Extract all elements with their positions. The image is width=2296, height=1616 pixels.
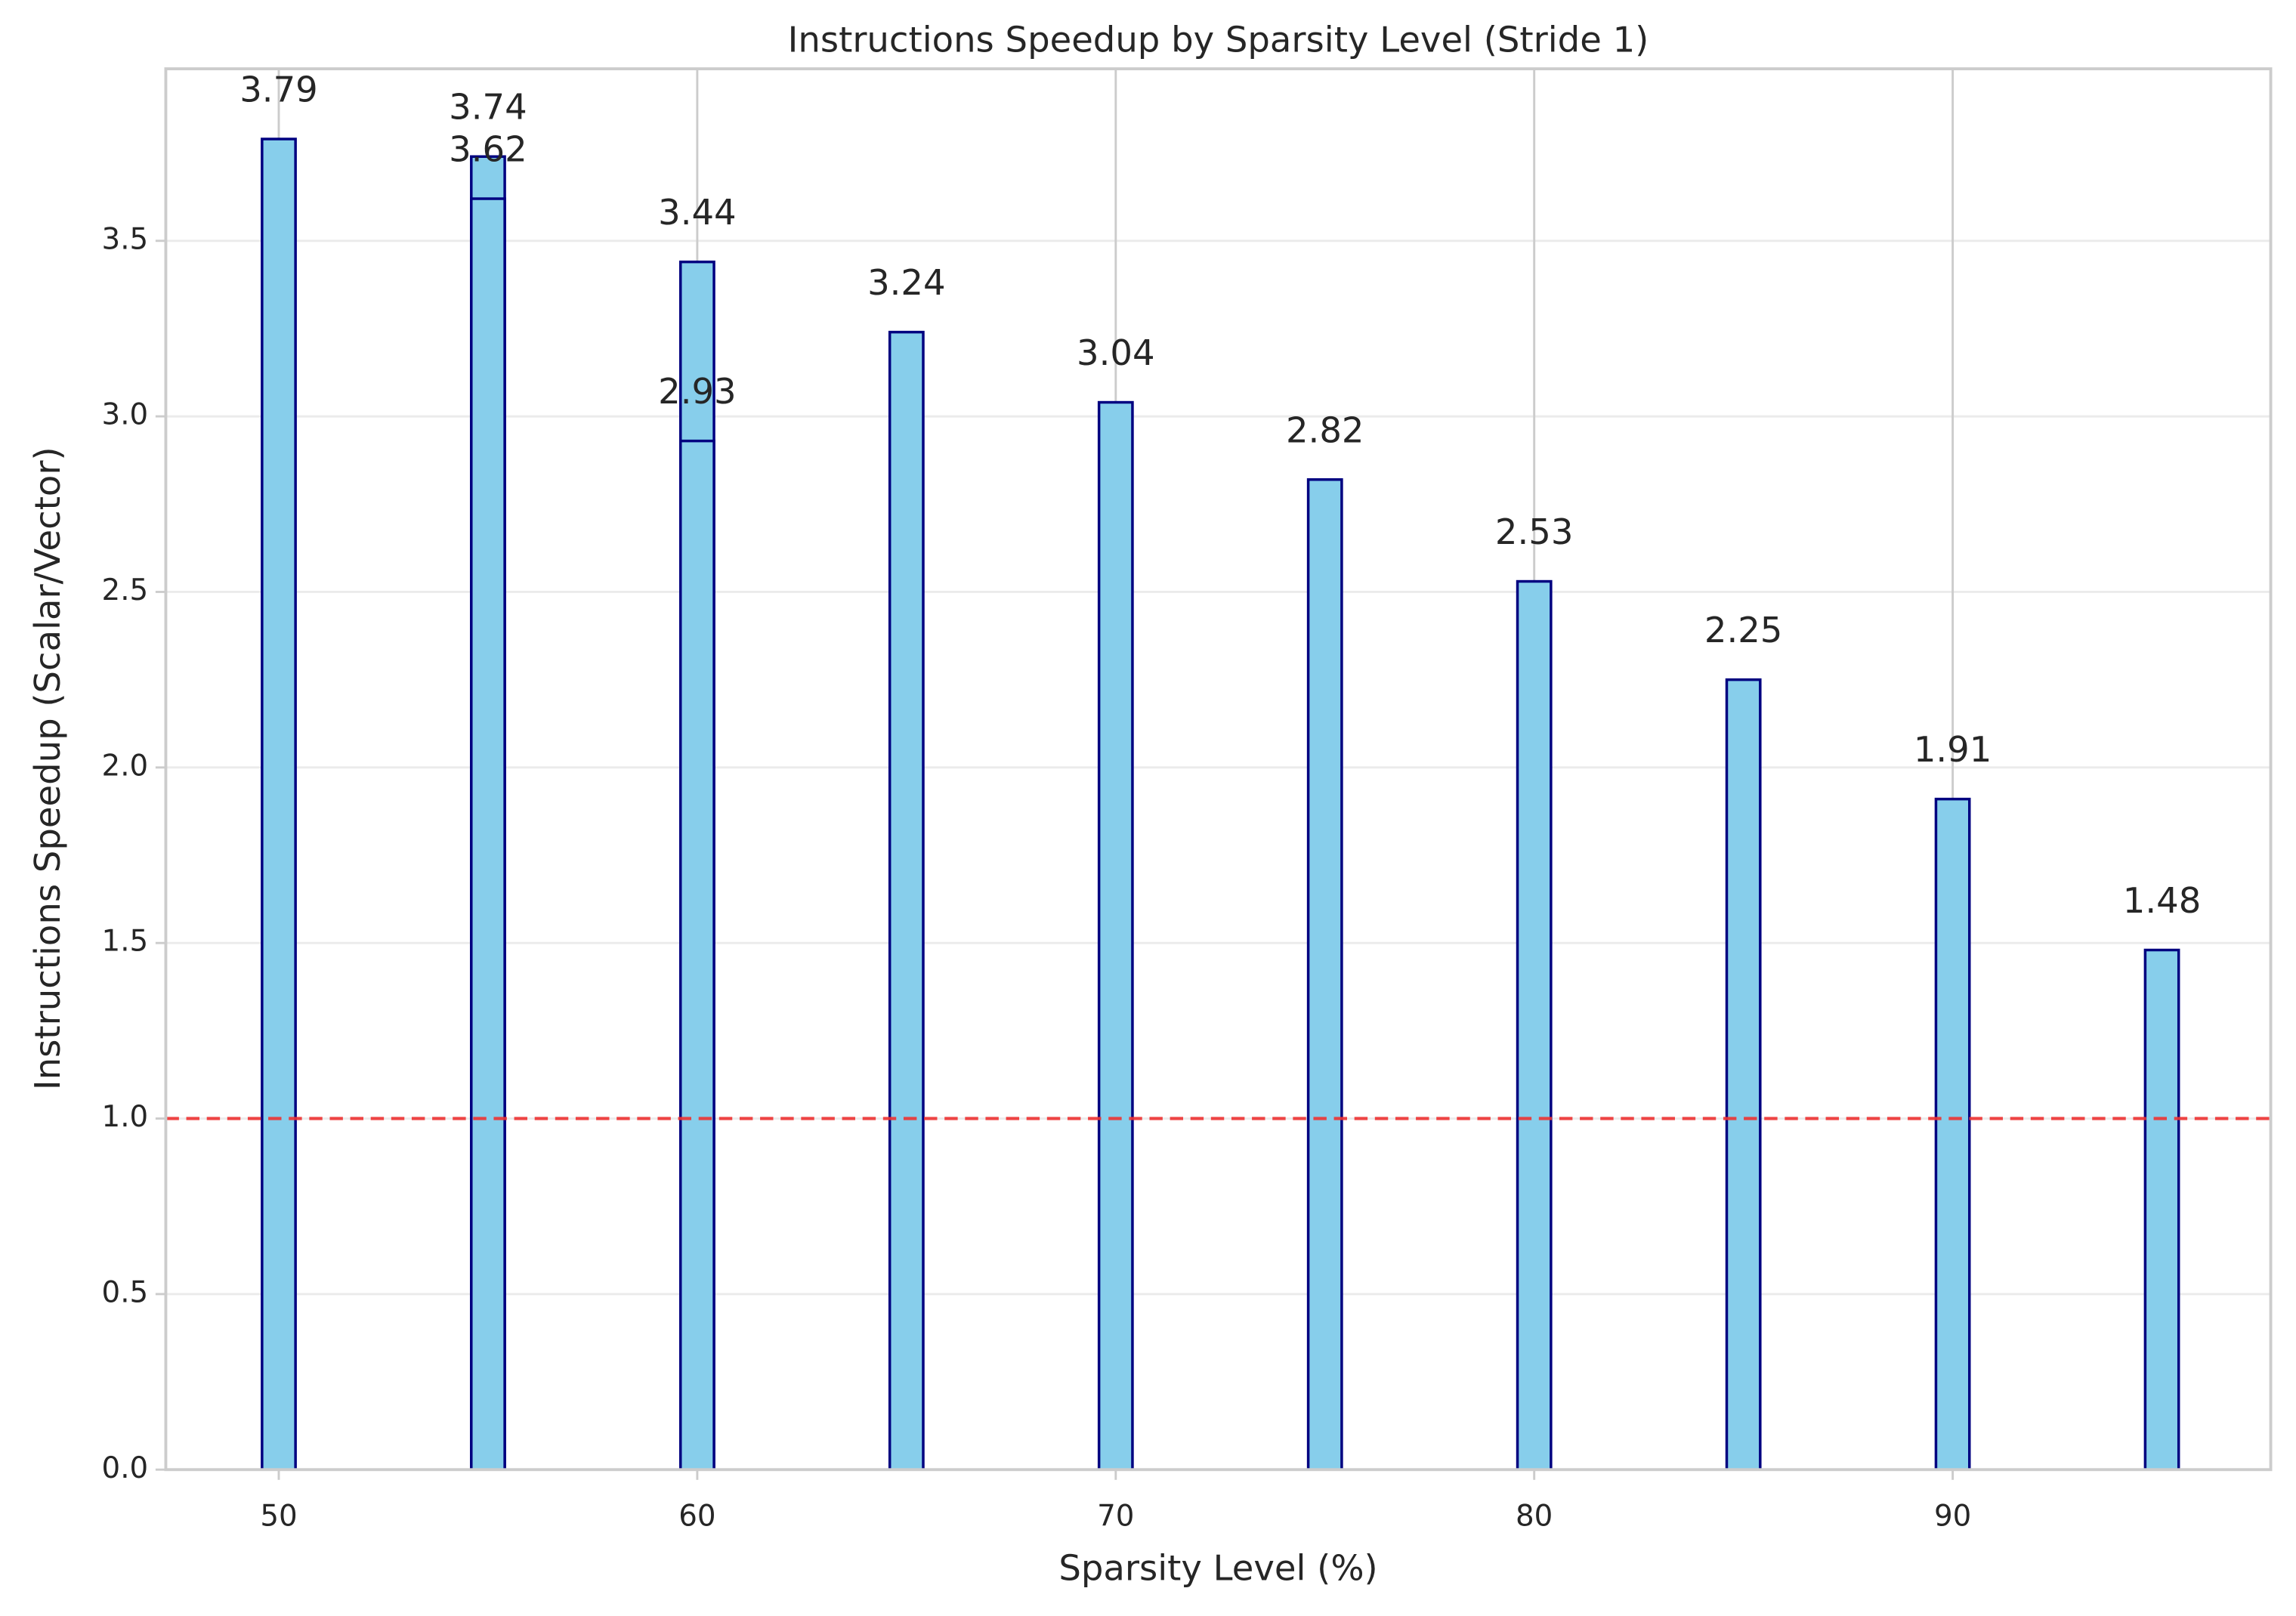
x-axis-label: Sparsity Level (%) (1058, 1547, 1377, 1588)
value-label: 3.44 (658, 192, 737, 233)
x-tick-label: 90 (1934, 1500, 1971, 1534)
y-tick-label: 0.0 (102, 1451, 149, 1485)
bar (261, 137, 297, 1471)
bar (470, 197, 506, 1471)
plot-frame (164, 67, 2273, 1472)
value-label: 1.48 (2123, 880, 2202, 921)
bar (1725, 678, 1762, 1471)
value-label: 2.82 (1286, 409, 1364, 450)
y-axis-label: Instructions Speedup (Scalar/Vector) (27, 446, 68, 1090)
y-tick-label: 3.5 (102, 222, 149, 256)
x-tick-label: 60 (678, 1500, 715, 1534)
value-label: 3.04 (1077, 332, 1155, 373)
value-label: 3.79 (239, 70, 318, 110)
y-tick-label: 3.0 (102, 398, 149, 432)
bar (1097, 400, 1134, 1471)
value-label: 2.93 (658, 371, 737, 412)
x-tick-label: 80 (1516, 1500, 1553, 1534)
bar (1934, 797, 1971, 1471)
value-label: 3.24 (867, 262, 946, 303)
y-tick-label: 1.5 (102, 925, 149, 959)
value-label: 3.74 (449, 87, 527, 128)
x-tick-label: 70 (1097, 1500, 1134, 1534)
bar (1306, 478, 1343, 1471)
y-tick-label: 1.0 (102, 1100, 149, 1134)
chart-title: Instructions Speedup by Sparsity Level (… (788, 20, 1649, 60)
bar (1516, 579, 1553, 1471)
bar (678, 439, 715, 1471)
x-tick-label: 50 (260, 1500, 297, 1534)
y-tick-label: 0.5 (102, 1275, 149, 1309)
value-label: 2.53 (1495, 511, 1574, 552)
value-label: 2.25 (1704, 610, 1783, 650)
value-label: 3.62 (449, 129, 527, 170)
bar (2143, 948, 2180, 1471)
y-tick-label: 2.5 (102, 573, 149, 607)
y-tick-label: 2.0 (102, 749, 149, 783)
value-label: 1.91 (1914, 729, 1992, 770)
bar (888, 330, 925, 1471)
